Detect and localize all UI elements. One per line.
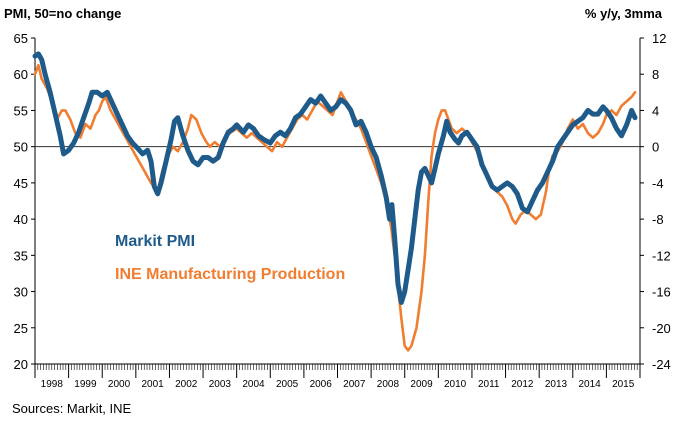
x-year-label: 2007 (343, 379, 366, 390)
right-axis-ticks: 12 8 4 0 -4 -8 -12 -16 -20 -24 (640, 31, 671, 372)
left-tick-label: 30 (14, 285, 28, 300)
right-tick-label: -12 (652, 248, 671, 263)
right-tick-label: -4 (652, 176, 664, 191)
x-year-label: 1999 (74, 379, 97, 390)
left-axis-ticks: 65 60 55 50 45 40 35 30 25 20 (14, 31, 35, 372)
series-lines (32, 51, 638, 352)
left-tick-label: 25 (14, 321, 28, 336)
right-axis-title: % y/y, 3mma (585, 6, 663, 21)
left-tick-label: 55 (14, 103, 28, 118)
x-year-label: 1998 (41, 379, 64, 390)
x-year-label: 2005 (276, 379, 299, 390)
x-year-label: 2004 (242, 379, 265, 390)
x-year-label: 2010 (444, 379, 467, 390)
left-tick-label: 65 (14, 31, 28, 46)
left-tick-label: 60 (14, 67, 28, 82)
left-tick-label: 40 (14, 212, 28, 227)
legend-ine-production: INE Manufacturing Production (115, 266, 345, 283)
x-year-label: 2001 (142, 379, 165, 390)
right-tick-label: -16 (652, 285, 671, 300)
source-note: Sources: Markit, INE (12, 401, 132, 416)
left-tick-label: 35 (14, 248, 28, 263)
left-tick-label: 45 (14, 176, 28, 191)
x-year-label: 2008 (377, 379, 400, 390)
left-tick-label: 50 (14, 140, 28, 155)
x-axis: 1998 1999 2000 2001 2002 2003 2004 2005 2006 2007… (34, 363, 641, 390)
right-tick-label: 0 (652, 140, 659, 155)
left-axis-title: PMI, 50=no change (4, 6, 121, 21)
right-tick-label: -20 (652, 321, 671, 336)
x-year-label: 2011 (478, 379, 500, 390)
x-year-label: 2003 (209, 379, 232, 390)
x-year-label: 2002 (175, 379, 198, 390)
x-year-label: 2009 (410, 379, 433, 390)
series-line-ine-production (33, 63, 637, 352)
x-year-label: 2014 (578, 379, 601, 390)
right-tick-label: 8 (652, 67, 659, 82)
x-year-label: 2013 (545, 379, 568, 390)
right-tick-label: 4 (652, 103, 659, 118)
x-year-label: 2000 (108, 379, 131, 390)
legend-markit-pmi: Markit PMI (115, 233, 195, 250)
x-year-label: 2012 (511, 379, 534, 390)
right-tick-label: -24 (652, 357, 671, 372)
right-tick-label: -8 (652, 212, 664, 227)
left-tick-label: 20 (14, 357, 28, 372)
series-line-markit-pmi (32, 51, 638, 305)
right-tick-label: 12 (652, 31, 666, 46)
x-year-label: 2006 (310, 379, 333, 390)
x-year-label: 2015 (612, 379, 635, 390)
